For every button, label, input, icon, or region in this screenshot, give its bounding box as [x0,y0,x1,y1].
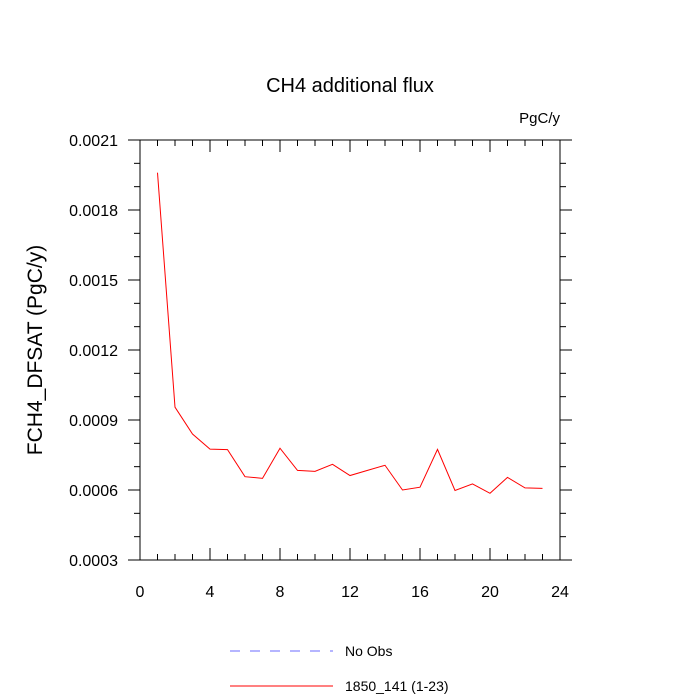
y-tick-label: 0.0009 [69,413,118,430]
legend-label-0: No Obs [345,643,392,659]
x-tick-label: 8 [276,584,285,601]
axis-ticks [128,139,572,561]
series-line-1 [157,172,543,494]
units-label: PgC/y [519,110,560,127]
x-tick-label: 16 [411,584,429,601]
legend: No Obs 1850_141 (1-23) [230,643,449,694]
y-axis-label: FCH4_DFSAT (PgC/y) [24,245,47,455]
series-lines [157,172,543,494]
x-tick-label: 20 [481,584,499,601]
x-tick-label: 4 [206,584,215,601]
chart-title: CH4 additional flux [266,75,434,97]
y-tick-label: 0.0006 [69,483,118,500]
x-tick-label: 12 [341,584,359,601]
axis-tick-labels: 0 4 8 12 16 20 24 0.0003 0.0006 0.0009 0.0012 0.001… [69,133,569,601]
plot-frame [139,139,561,561]
y-tick-label: 0.0003 [69,553,118,570]
y-tick-label: 0.0015 [69,273,118,290]
x-tick-label: 24 [551,584,569,601]
y-tick-label: 0.0021 [69,133,118,150]
legend-label-1: 1850_141 (1-23) [345,678,449,694]
y-tick-label: 0.0018 [69,203,118,220]
x-tick-label: 0 [136,584,145,601]
y-tick-label: 0.0012 [69,343,118,360]
